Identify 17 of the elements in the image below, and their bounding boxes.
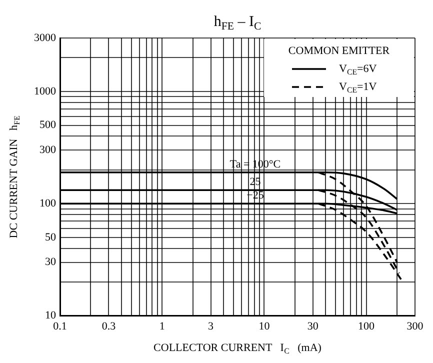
- y-tick-label: 3000: [34, 32, 56, 44]
- y-tick-label: 1000: [34, 85, 56, 98]
- x-tick-label: 300: [406, 320, 424, 332]
- legend-title: COMMON EMITTER: [288, 44, 390, 57]
- x-tick-label: 10: [258, 320, 270, 332]
- x-tick-label: 1: [159, 320, 165, 332]
- y-tick-label: 500: [40, 119, 56, 132]
- y-tick-label: 300: [40, 144, 56, 156]
- x-tick-label: 0.1: [53, 320, 67, 332]
- y-tick-label: 100: [40, 198, 56, 210]
- x-tick-label: 3: [208, 320, 214, 332]
- y-tick-label: 30: [45, 256, 56, 268]
- y-tick-label: 10: [45, 310, 56, 322]
- y-tick-label: 50: [45, 231, 56, 244]
- x-tick-label: 0.3: [102, 320, 116, 332]
- x-tick-label: 100: [358, 320, 376, 332]
- x-tick-label: 30: [307, 320, 319, 332]
